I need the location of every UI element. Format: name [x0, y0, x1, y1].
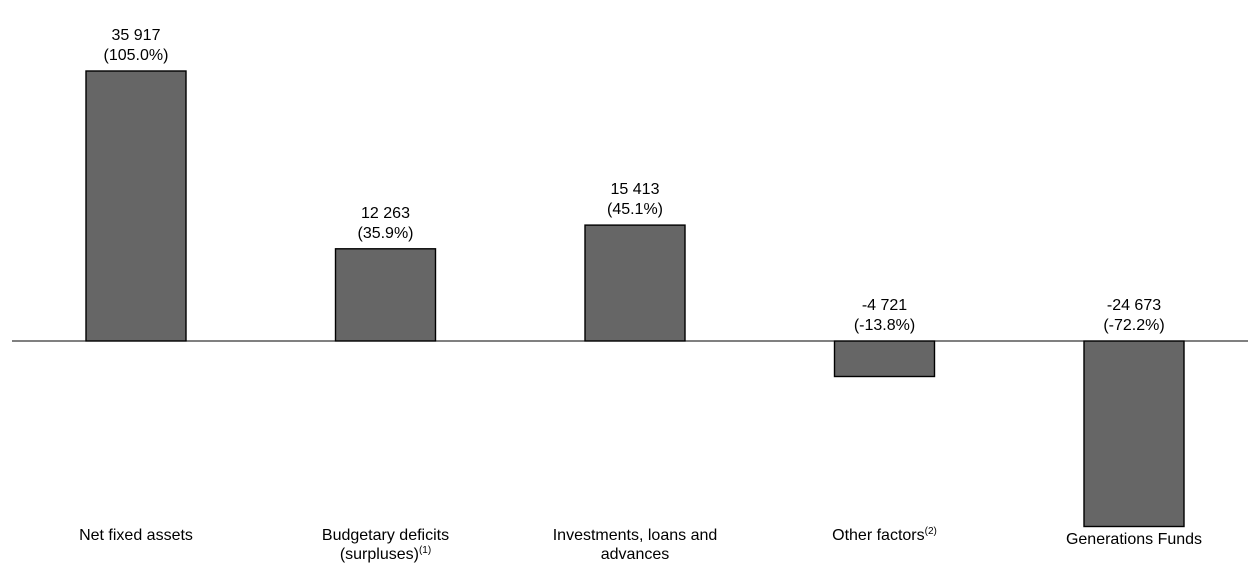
bar-3 [833, 340, 936, 378]
bar-0 [85, 70, 187, 342]
percent-label-0: (105.0%) [104, 47, 169, 64]
value-label-4: -24 673 [1107, 297, 1161, 314]
bars-group [85, 70, 1185, 528]
value-label-2: 15 413 [611, 181, 660, 198]
value-label-1: 12 263 [361, 205, 410, 222]
value-label-3: -4 721 [862, 297, 907, 314]
category-label-1: Budgetary deficits (surpluses)(1) [322, 527, 449, 563]
percent-label-2: (45.1%) [607, 201, 663, 218]
category-labels-group: Net fixed assets Budgetary deficits (surpl… [79, 526, 1202, 563]
percent-label-4: (-72.2%) [1103, 317, 1164, 334]
percent-label-1: (35.9%) [357, 225, 413, 242]
bar-4 [1083, 340, 1185, 528]
category-label-3: Other factors(2) [832, 526, 937, 544]
value-label-0: 35 917 [112, 27, 161, 44]
bar-2 [584, 224, 686, 342]
category-label-2: Investments, loans and advances [553, 527, 718, 563]
value-labels-group: 35 917 (105.0%) 12 263 (35.9%) 15 413 (45.1%)… [104, 27, 1165, 334]
percent-label-3: (-13.8%) [854, 317, 915, 334]
category-label-4: Generations Funds [1066, 531, 1202, 548]
category-label-0: Net fixed assets [79, 527, 193, 544]
bar-1 [334, 248, 437, 342]
